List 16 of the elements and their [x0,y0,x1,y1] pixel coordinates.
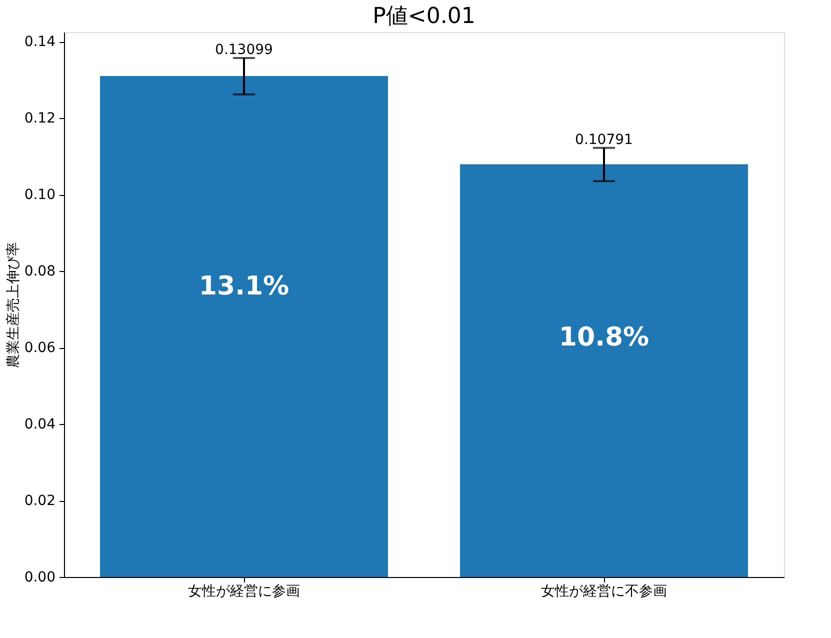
x-tick-label: 女性が経営に参画 [188,584,300,600]
y-tick-label: 0.08 [24,264,56,280]
y-tick-label: 0.00 [24,570,56,586]
data-label: 0.10791 [575,132,633,148]
y-tick-label: 0.02 [24,493,56,510]
y-tick-label: 0.06 [24,340,56,356]
chart-title: P値<0.01 [372,4,476,29]
y-axis-title: 農業生産売上伸び率 [5,242,22,368]
y-tick-label: 0.14 [24,34,56,50]
y-tick-label: 0.12 [24,110,56,127]
annotation: 10.8% [558,322,650,353]
data-label: 0.13099 [215,42,273,58]
y-tick-label: 0.04 [24,416,56,433]
x-tick-label: 女性が経営に不参画 [541,584,667,600]
y-tick-label: 0.10 [24,187,56,204]
annotation: 13.1% [198,271,290,302]
